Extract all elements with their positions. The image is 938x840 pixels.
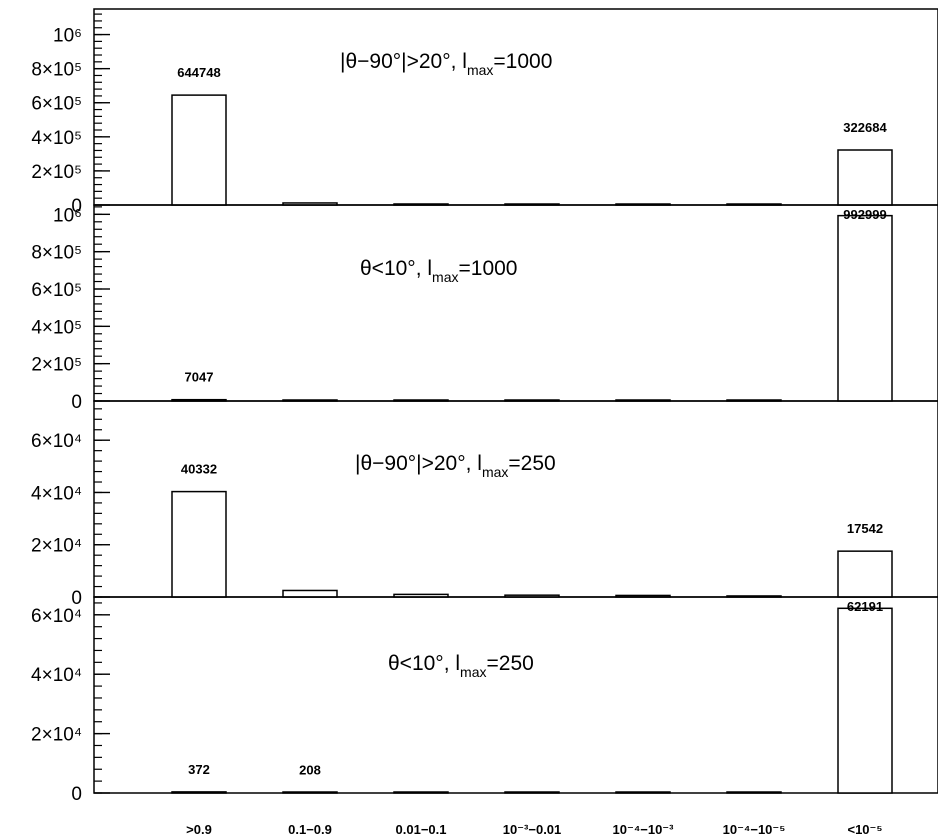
x-tick-labels: >0.9 0.1−0.9 0.01−0.1 10⁻³−0.01 10⁻⁴−10⁻³ 10⁻… [186, 822, 882, 837]
x-tick-label: 10⁻⁴−10⁻³ [613, 822, 675, 837]
panel-2: 0 2×10⁵ 4×10⁵ 6×10⁵ 8×10⁵ 10⁶ 7047 992999 θ<10°,… [31, 204, 938, 413]
y-tick-label: 6×10⁴ [31, 431, 82, 452]
x-tick-label: 0.1−0.9 [288, 822, 332, 837]
y-tick-label: 0 [71, 784, 82, 805]
y-tick-label: 0 [71, 588, 82, 609]
panel-annotation: |θ−90°|>20°, lmax=1000 [340, 50, 552, 78]
y-tick-label: 2×10⁵ [31, 355, 82, 376]
y-tick-label: 4×10⁴ [31, 665, 82, 686]
panel-frame [93, 204, 938, 402]
y-tick-label: 8×10⁵ [31, 243, 82, 264]
x-tick-label: 10⁻⁴−10⁻⁵ [723, 822, 786, 837]
panel-frame [93, 596, 938, 794]
panel-1: 0 2×10⁵ 4×10⁵ 6×10⁵ 8×10⁵ 10⁶ 644748 322684 |θ−9… [31, 8, 938, 217]
y-tick-label: 2×10⁴ [31, 536, 82, 557]
bar-3 [393, 791, 449, 794]
bar-1 [171, 94, 227, 206]
y-tick-label: 0 [71, 392, 82, 413]
panel-3: 0 2×10⁴ 4×10⁴ 6×10⁴ 40332 17542 |θ−90°|>20°, l… [31, 400, 938, 609]
y-tick-label: 8×10⁵ [31, 60, 82, 81]
bar-2 [282, 589, 338, 598]
bar-6 [726, 791, 782, 794]
data-label: 644748 [177, 65, 220, 80]
bar-5 [615, 791, 671, 794]
data-label: 62191 [847, 599, 883, 614]
data-label: 208 [299, 762, 321, 777]
y-tick-label: 2×10⁵ [31, 162, 82, 183]
y-tick-label: 6×10⁴ [31, 606, 82, 627]
panel-annotation: |θ−90°|>20°, lmax=250 [355, 452, 556, 480]
y-tick-label: 4×10⁵ [31, 317, 82, 338]
x-tick-label: >0.9 [186, 822, 212, 837]
data-label: 372 [188, 762, 210, 777]
bar-1 [171, 490, 227, 598]
data-label: 17542 [847, 521, 883, 536]
bar-7 [837, 149, 893, 206]
y-tick-label: 0 [71, 196, 82, 217]
y-tick-label: 6×10⁵ [31, 94, 82, 115]
x-tick-label: 10⁻³−0.01 [503, 822, 562, 837]
panel-4: 0 2×10⁴ 4×10⁴ 6×10⁴ 372 208 62191 θ<10°, lmax=2… [31, 596, 938, 805]
bar-7 [837, 550, 893, 598]
y-tick-label: 4×10⁴ [31, 483, 82, 504]
data-label: 7047 [185, 370, 214, 385]
data-label: 992999 [843, 207, 886, 222]
panels: 0 2×10⁵ 4×10⁵ 6×10⁵ 8×10⁵ 10⁶ 644748 322684 |θ−9… [31, 8, 938, 805]
panel-annotation: θ<10°, lmax=250 [388, 652, 534, 680]
data-label: 40332 [181, 462, 217, 477]
y-tick-label: 4×10⁵ [31, 128, 82, 149]
data-label: 322684 [843, 120, 887, 135]
x-tick-label: <10⁻⁵ [847, 822, 882, 837]
bar-1 [171, 791, 227, 794]
bar-4 [504, 791, 560, 794]
y-tick-label: 10⁶ [53, 205, 82, 226]
bar-2 [282, 791, 338, 794]
panel-annotation: θ<10°, lmax=1000 [360, 257, 517, 285]
x-tick-label: 0.01−0.1 [396, 822, 447, 837]
y-tick-label: 10⁶ [53, 26, 82, 47]
bar-7 [837, 607, 893, 794]
bar-7 [837, 214, 893, 402]
y-tick-label: 2×10⁴ [31, 725, 82, 746]
y-tick-label: 6×10⁵ [31, 280, 82, 301]
